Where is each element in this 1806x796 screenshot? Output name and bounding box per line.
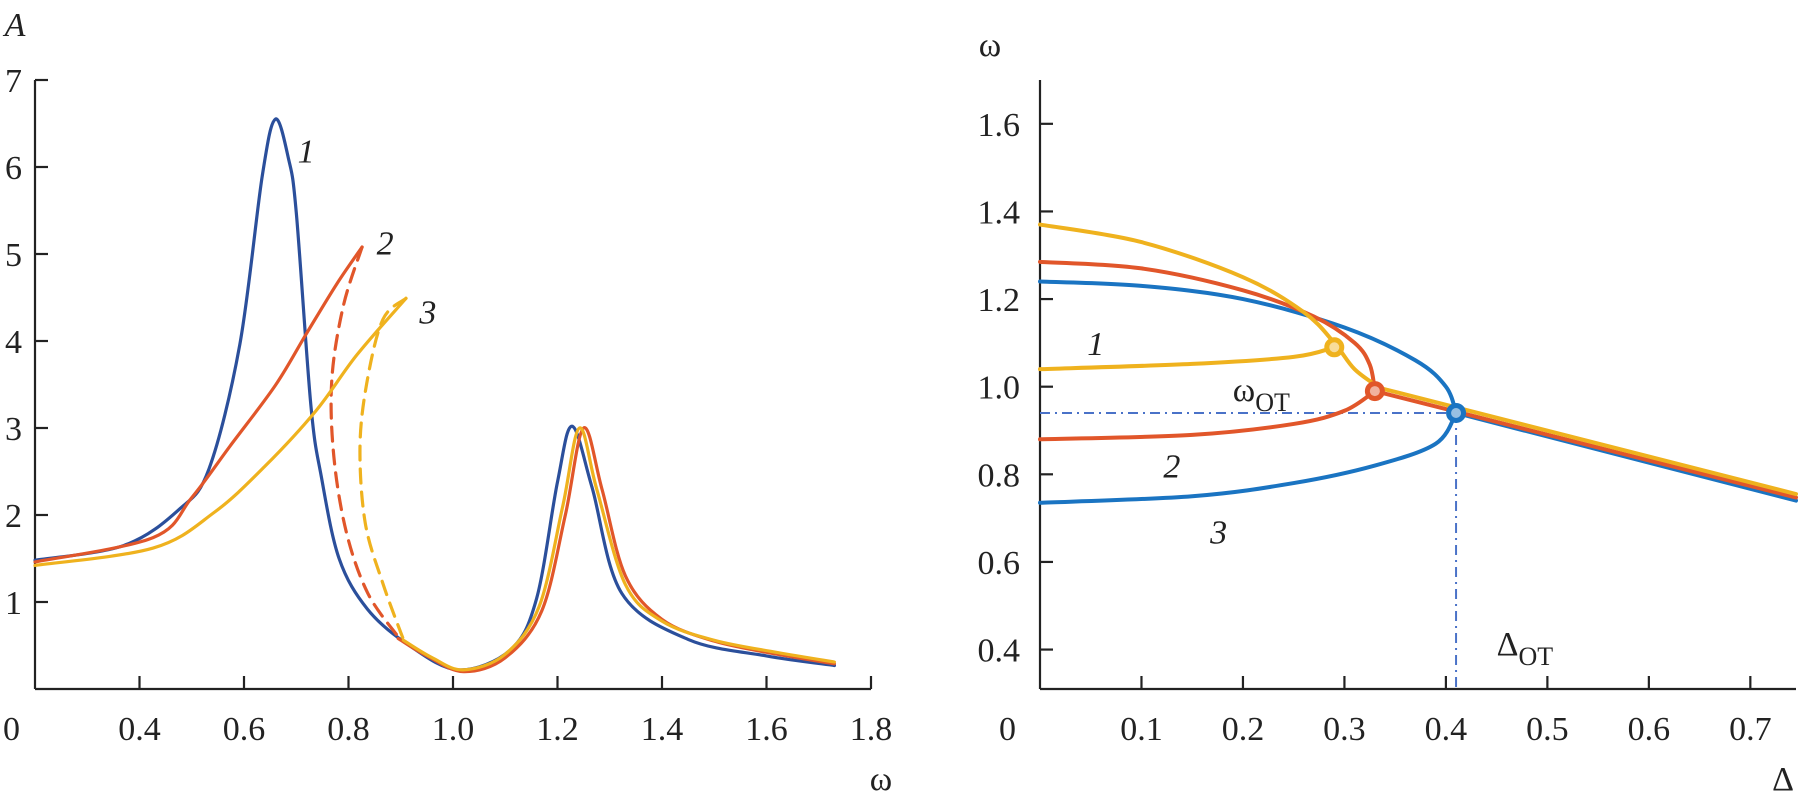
x-tick-label: 0.7	[1729, 711, 1772, 748]
x-tick-label: 0.8	[327, 711, 370, 748]
annotation-base: Δ	[1497, 626, 1519, 663]
x-tick-label: 1.8	[850, 711, 893, 748]
y-tick-label: 1.4	[978, 194, 1021, 231]
x-tick-label: 1.2	[536, 711, 579, 748]
curve-label-1: 1	[1087, 326, 1104, 363]
series-1-segment-2	[1377, 386, 1798, 497]
y-tick-label: 0.4	[978, 633, 1021, 670]
curve-label-2: 2	[377, 226, 394, 263]
series-3-segment-1	[1038, 410, 1459, 505]
series-3-segment-0	[33, 296, 408, 568]
x-axis-label: ω	[870, 761, 892, 796]
x-tick-label: 1.0	[432, 711, 475, 748]
y-tick-label: 2	[5, 498, 22, 535]
x-tick-label: 1.4	[641, 711, 684, 748]
y-tick-label: 1.0	[978, 370, 1021, 407]
y-tick-label: 7	[5, 63, 22, 100]
y-tick-label: 4	[5, 324, 22, 361]
x-tick-label: 0.2	[1222, 711, 1265, 748]
series-3-segment-2	[401, 426, 837, 672]
x-origin-label: 0	[999, 711, 1016, 748]
y-tick-label: 0.6	[978, 545, 1021, 582]
y-tick-label: 1.6	[978, 107, 1021, 144]
x-tick-label: 0.5	[1526, 711, 1569, 748]
curve-label-2: 2	[1163, 449, 1180, 486]
series-1-segment-1	[1038, 345, 1337, 372]
x-axis-label: Δ	[1772, 761, 1794, 796]
series-1-segment-0	[33, 117, 837, 672]
y-tick-label: 0.8	[978, 457, 1021, 494]
y-tick-label: 3	[5, 411, 22, 448]
y-tick-label: 1	[5, 585, 22, 622]
series-2-segment-0	[33, 245, 364, 564]
x-tick-label: 1.6	[745, 711, 788, 748]
curve-label-3: 3	[418, 294, 436, 331]
y-axis-label: ω	[979, 27, 1001, 64]
annotation-0: ωOT	[1233, 372, 1290, 417]
x-tick-label: 0.6	[1628, 711, 1671, 748]
x-origin-label: 0	[3, 711, 20, 748]
annotation-base: ω	[1233, 372, 1255, 409]
series-2-segment-2	[1372, 389, 1798, 500]
series-2-segment-1-dashed	[329, 245, 400, 639]
series-2-segment-2	[396, 426, 837, 674]
series-1-segment-0	[1038, 222, 1382, 391]
x-tick-label: 0.1	[1120, 711, 1163, 748]
frequency-detuning-chart: 0.1 0.2 0.3 0.4 0.5 0.6 0.7 0.4 0.6 0.8 1.0 1.2 1.4 1…	[978, 27, 1798, 796]
bifurcation-point-highlight-2	[1369, 386, 1380, 397]
annotation-1: ΔOT	[1497, 626, 1554, 671]
bifurcation-point-highlight-3	[1451, 407, 1462, 418]
x-tick-label: 0.6	[223, 711, 266, 748]
annotation-subscript: OT	[1255, 388, 1290, 417]
curve-label-1: 1	[298, 133, 315, 170]
annotation-subscript: OT	[1519, 642, 1554, 671]
series-2-segment-1	[1038, 389, 1377, 442]
y-tick-label: 6	[5, 150, 22, 187]
bifurcation-point-highlight-1	[1329, 342, 1340, 353]
x-tick-label: 0.4	[118, 711, 161, 748]
curve-label-3: 3	[1209, 514, 1227, 551]
y-tick-label: 5	[5, 237, 22, 274]
x-tick-label: 0.4	[1425, 711, 1468, 748]
y-axis-label: A	[3, 7, 26, 44]
x-tick-label: 0.3	[1323, 711, 1366, 748]
y-tick-label: 1.2	[978, 282, 1021, 319]
series-3-segment-1-dashed	[358, 296, 408, 642]
